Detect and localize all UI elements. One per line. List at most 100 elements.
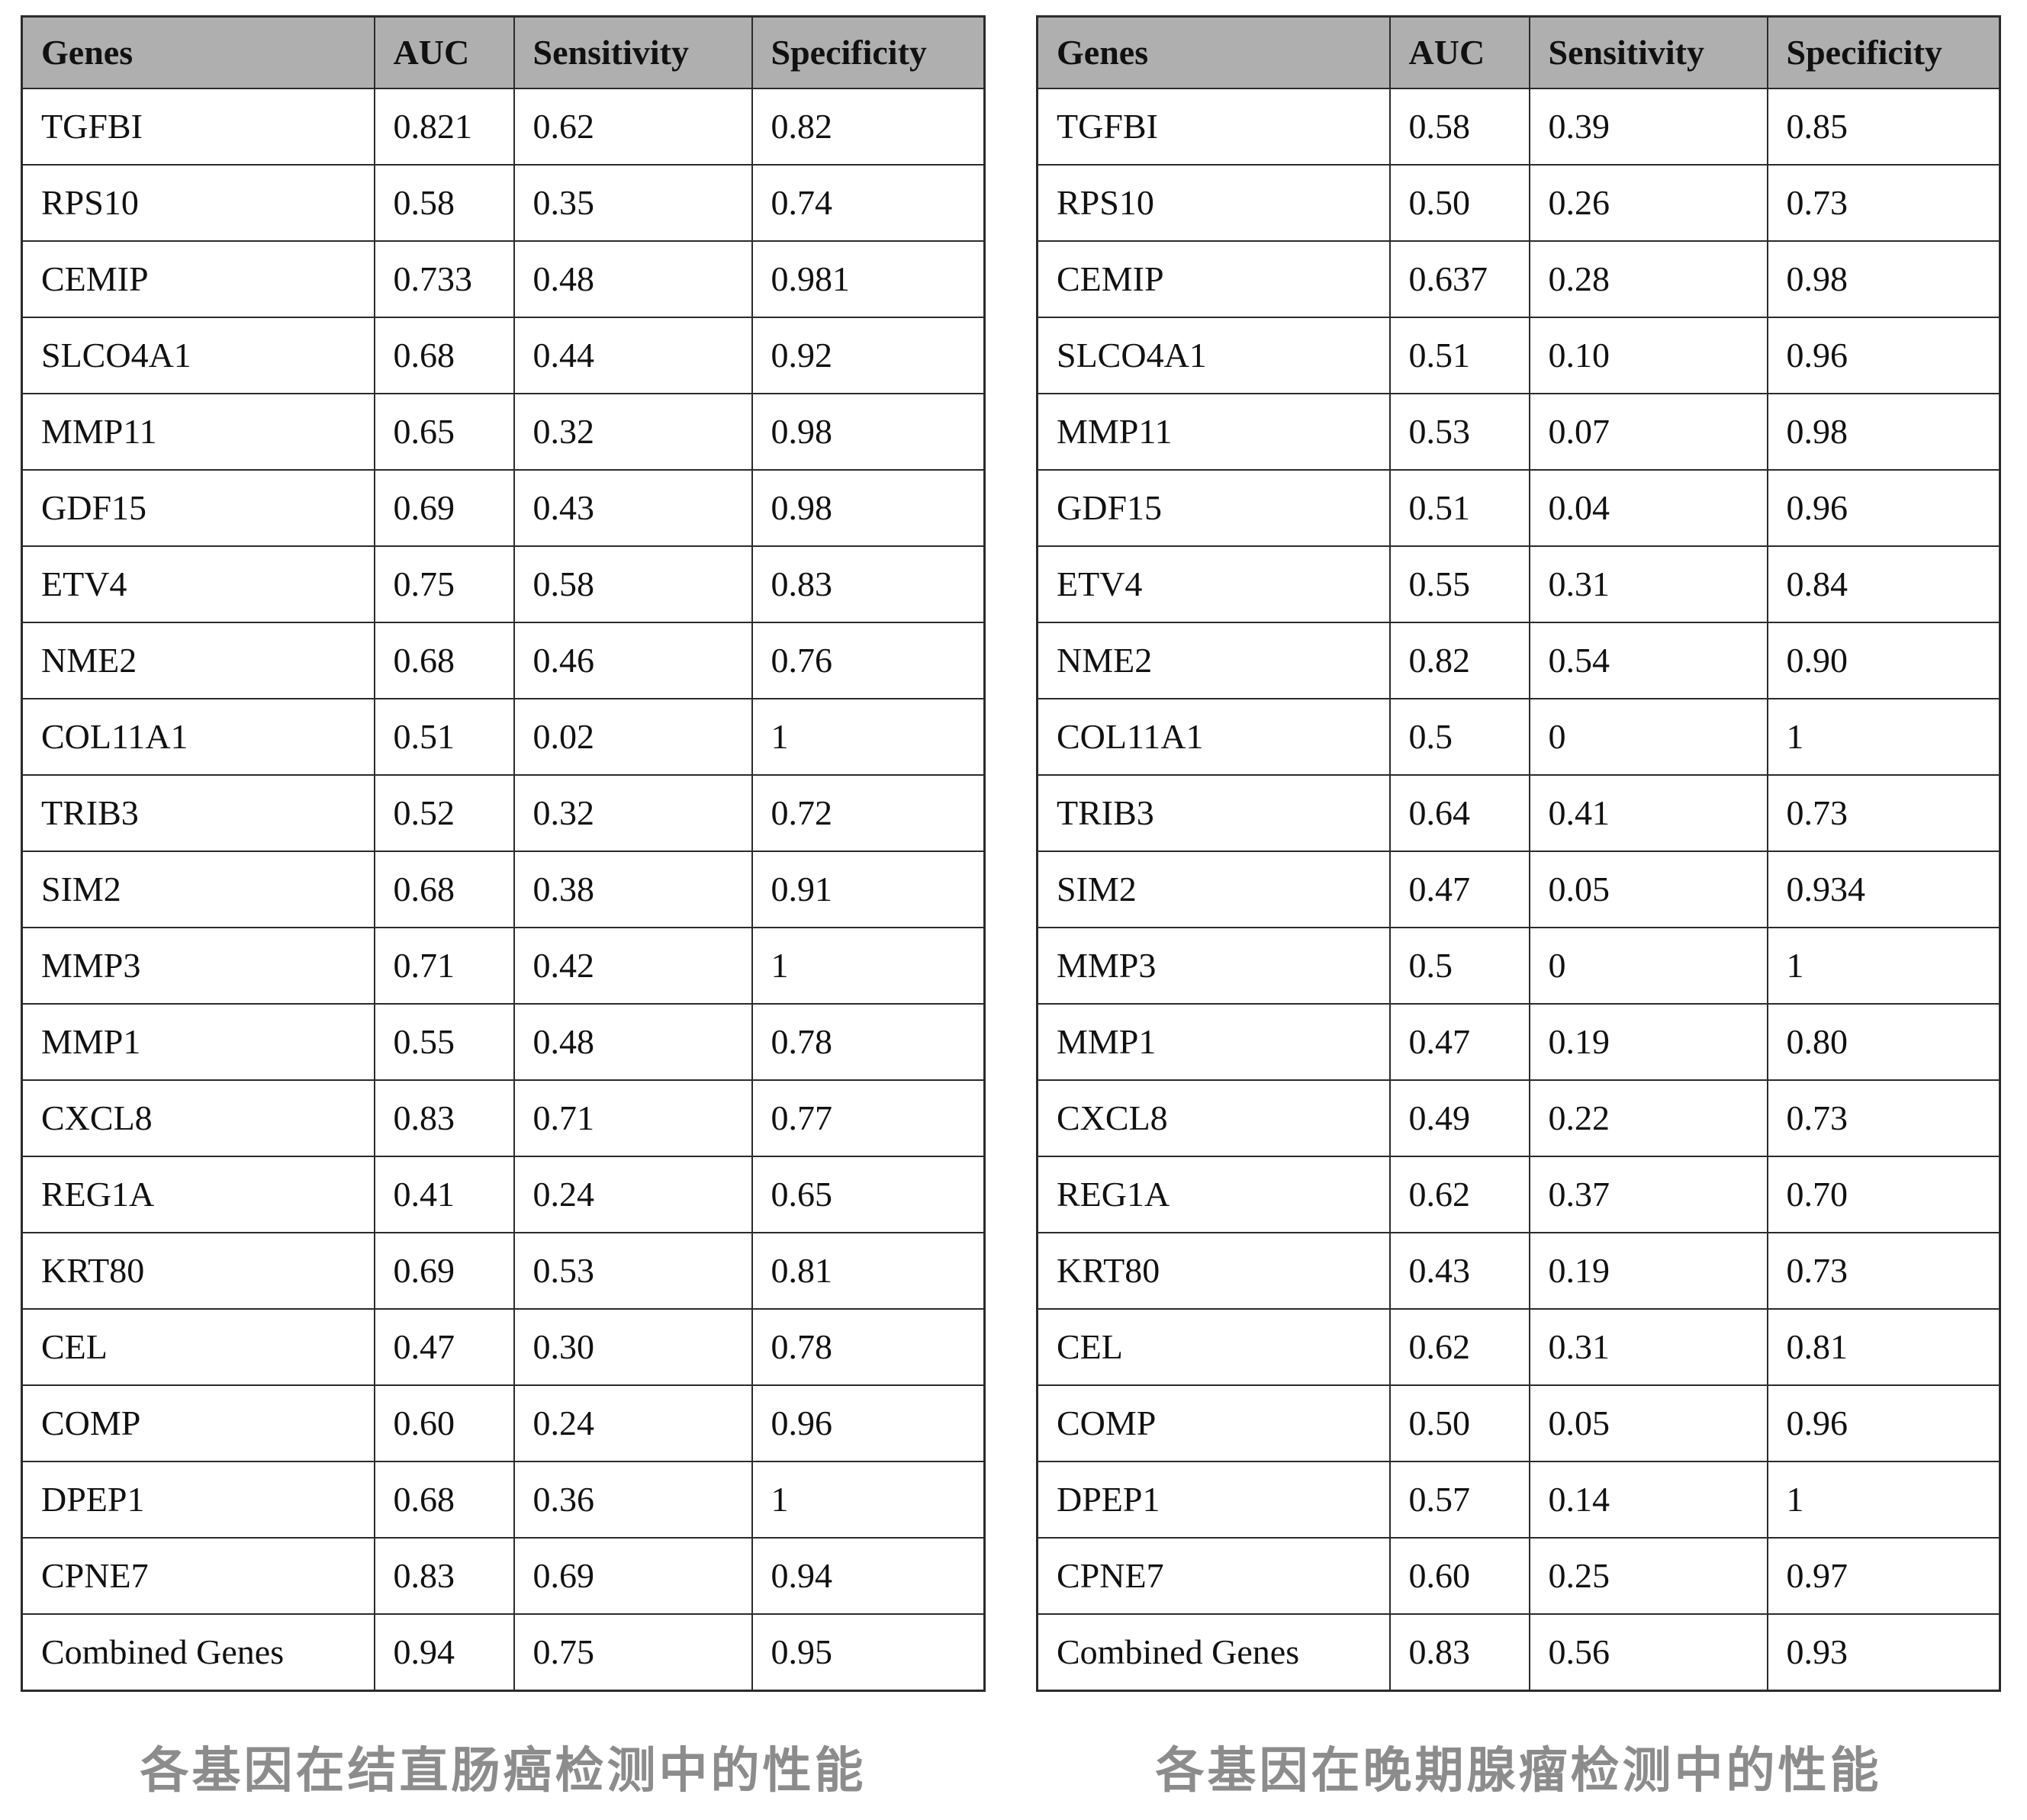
gene-name-cell: CPNE7 bbox=[21, 1537, 375, 1615]
table-row: COMP 0.50 0.05 0.96 bbox=[1036, 1384, 2001, 1462]
gene-name-cell: MMP3 bbox=[1036, 927, 1391, 1005]
table-row: TRIB3 0.52 0.32 0.72 bbox=[21, 774, 986, 852]
gene-name-cell: SIM2 bbox=[1036, 851, 1391, 928]
value-cell: 0.78 bbox=[751, 1308, 986, 1386]
value-cell: 0.69 bbox=[373, 1232, 515, 1310]
gene-name-cell: KRT80 bbox=[21, 1232, 375, 1310]
value-cell: 0.85 bbox=[1766, 88, 2001, 166]
table-row: CEMIP 0.733 0.48 0.981 bbox=[21, 240, 986, 318]
table-caption-crc: 各基因在结直肠癌检测中的性能 bbox=[140, 1743, 867, 1799]
value-cell: 0.68 bbox=[373, 851, 515, 928]
value-cell: 0.98 bbox=[751, 469, 986, 547]
gene-name-cell: ETV4 bbox=[21, 545, 375, 623]
table-row: TGFBI 0.821 0.62 0.82 bbox=[21, 88, 986, 166]
value-cell: 0.50 bbox=[1388, 1384, 1530, 1462]
value-cell: 0.69 bbox=[513, 1537, 753, 1615]
value-cell: 0.53 bbox=[513, 1232, 753, 1310]
value-cell: 0.981 bbox=[751, 240, 986, 318]
value-cell: 0.62 bbox=[1388, 1308, 1530, 1386]
value-cell: 0.48 bbox=[513, 240, 753, 318]
gene-name-cell: REG1A bbox=[1036, 1156, 1391, 1233]
value-cell: 0.41 bbox=[373, 1156, 515, 1233]
table-row: MMP3 0.5 0 1 bbox=[1036, 927, 2001, 1005]
value-cell: 0.73 bbox=[1766, 1079, 2001, 1157]
column-header-auc: AUC bbox=[1388, 15, 1530, 89]
table-row: DPEP1 0.68 0.36 1 bbox=[21, 1461, 986, 1539]
gene-name-cell: CPNE7 bbox=[1036, 1537, 1391, 1615]
value-cell: 0.97 bbox=[1766, 1537, 2001, 1615]
value-cell: 0 bbox=[1528, 927, 1768, 1005]
gene-name-cell: MMP11 bbox=[21, 393, 375, 471]
gene-name-cell: CXCL8 bbox=[21, 1079, 375, 1157]
gene-name-cell: TGFBI bbox=[1036, 88, 1391, 166]
value-cell: 0.62 bbox=[1388, 1156, 1530, 1233]
value-cell: 0.96 bbox=[1766, 469, 2001, 547]
value-cell: 0.94 bbox=[373, 1613, 515, 1692]
value-cell: 0.10 bbox=[1528, 317, 1768, 394]
table-row: ETV4 0.75 0.58 0.83 bbox=[21, 545, 986, 623]
gene-name-cell: COMP bbox=[21, 1384, 375, 1462]
column-header-auc: AUC bbox=[373, 15, 515, 89]
value-cell: 0.47 bbox=[1388, 851, 1530, 928]
value-cell: 0.32 bbox=[513, 774, 753, 852]
value-cell: 0.76 bbox=[751, 622, 986, 699]
table-row: CPNE7 0.83 0.69 0.94 bbox=[21, 1537, 986, 1615]
value-cell: 0.51 bbox=[1388, 469, 1530, 547]
value-cell: 0.07 bbox=[1528, 393, 1768, 471]
value-cell: 0.41 bbox=[1528, 774, 1768, 852]
crc-performance-section: Genes AUC Sensitivity Specificity TGFBI 0.82… bbox=[21, 15, 986, 1802]
value-cell: 0.81 bbox=[1766, 1308, 2001, 1386]
column-header-genes: Genes bbox=[21, 15, 375, 89]
value-cell: 0.68 bbox=[373, 1461, 515, 1539]
table-row: SLCO4A1 0.68 0.44 0.92 bbox=[21, 317, 986, 394]
value-cell: 0.934 bbox=[1766, 851, 2001, 928]
table-row: TGFBI 0.58 0.39 0.85 bbox=[1036, 88, 2001, 166]
gene-name-cell: REG1A bbox=[21, 1156, 375, 1233]
column-header-genes: Genes bbox=[1036, 15, 1391, 89]
gene-name-cell: RPS10 bbox=[1036, 164, 1391, 242]
table-row: RPS10 0.50 0.26 0.73 bbox=[1036, 164, 2001, 242]
value-cell: 0.71 bbox=[513, 1079, 753, 1157]
table-row: COMP 0.60 0.24 0.96 bbox=[21, 1384, 986, 1462]
value-cell: 0.47 bbox=[373, 1308, 515, 1386]
table-row: SLCO4A1 0.51 0.10 0.96 bbox=[1036, 317, 2001, 394]
value-cell: 0.98 bbox=[1766, 393, 2001, 471]
gene-name-cell: CEL bbox=[1036, 1308, 1391, 1386]
value-cell: 0.75 bbox=[373, 545, 515, 623]
crc-performance-table: Genes AUC Sensitivity Specificity TGFBI 0.82… bbox=[21, 15, 986, 1692]
table-header-row: Genes AUC Sensitivity Specificity bbox=[1036, 15, 2001, 89]
table-row: MMP3 0.71 0.42 1 bbox=[21, 927, 986, 1005]
value-cell: 0.92 bbox=[751, 317, 986, 394]
value-cell: 0.24 bbox=[513, 1156, 753, 1233]
table-row: CEL 0.47 0.30 0.78 bbox=[21, 1308, 986, 1386]
value-cell: 0.82 bbox=[1388, 622, 1530, 699]
value-cell: 0.05 bbox=[1528, 851, 1768, 928]
table-row: CXCL8 0.83 0.71 0.77 bbox=[21, 1079, 986, 1157]
value-cell: 0.31 bbox=[1528, 1308, 1768, 1386]
value-cell: 0.71 bbox=[373, 927, 515, 1005]
gene-name-cell: Combined Genes bbox=[1036, 1613, 1391, 1692]
gene-name-cell: GDF15 bbox=[21, 469, 375, 547]
value-cell: 0.68 bbox=[373, 622, 515, 699]
value-cell: 0.96 bbox=[1766, 317, 2001, 394]
value-cell: 0.53 bbox=[1388, 393, 1530, 471]
value-cell: 0.75 bbox=[513, 1613, 753, 1692]
table-row: KRT80 0.69 0.53 0.81 bbox=[21, 1232, 986, 1310]
value-cell: 0.43 bbox=[513, 469, 753, 547]
gene-name-cell: MMP3 bbox=[21, 927, 375, 1005]
value-cell: 0.65 bbox=[751, 1156, 986, 1233]
value-cell: 1 bbox=[1766, 927, 2001, 1005]
gene-name-cell: COL11A1 bbox=[21, 698, 375, 776]
value-cell: 0.91 bbox=[751, 851, 986, 928]
header-row: Genes AUC Sensitivity Specificity bbox=[1036, 15, 2001, 89]
value-cell: 0.70 bbox=[1766, 1156, 2001, 1233]
table-row: DPEP1 0.57 0.14 1 bbox=[1036, 1461, 2001, 1539]
column-header-specificity: Specificity bbox=[1766, 15, 2001, 89]
value-cell: 0.98 bbox=[751, 393, 986, 471]
value-cell: 0.32 bbox=[513, 393, 753, 471]
value-cell: 0.80 bbox=[1766, 1003, 2001, 1081]
gene-name-cell: CEMIP bbox=[1036, 240, 1391, 318]
gene-name-cell: MMP1 bbox=[21, 1003, 375, 1081]
gene-name-cell: TRIB3 bbox=[21, 774, 375, 852]
